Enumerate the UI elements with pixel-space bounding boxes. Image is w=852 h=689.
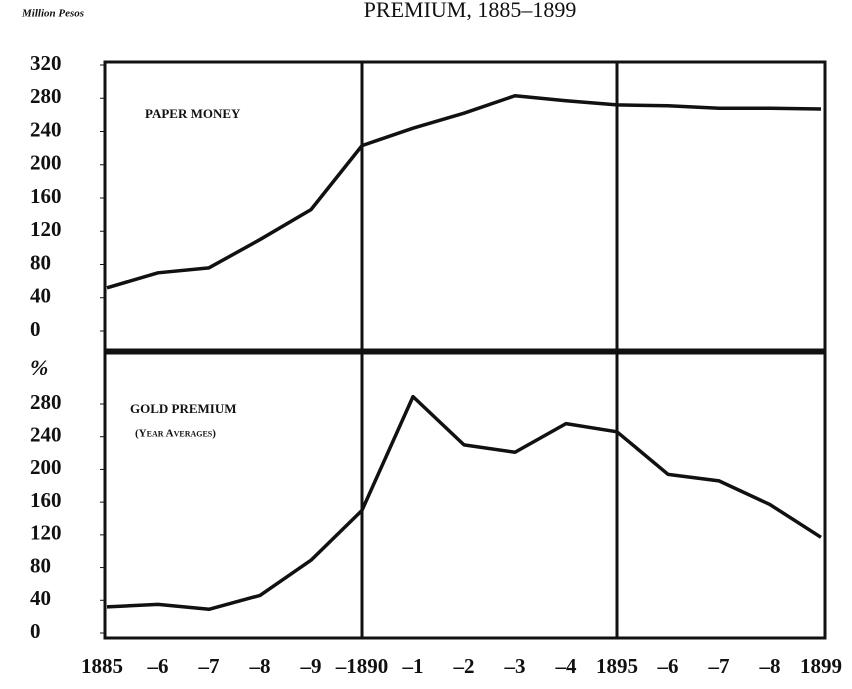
x-tick-label: 1885 <box>81 654 123 678</box>
x-tick-label: –6 <box>147 654 169 678</box>
y-axis-label: Million Pesos <box>21 8 84 20</box>
chart-title: PREMIUM, 1885–1899 <box>364 0 577 22</box>
y-tick-label: 160 <box>30 184 62 208</box>
x-tick-label: –1890 <box>335 654 389 678</box>
x-tick-label: –4 <box>555 654 578 678</box>
annotation: GOLD PREMIUM <box>130 401 237 416</box>
y-tick-label: 200 <box>30 151 62 175</box>
y-tick-label: 280 <box>30 390 62 414</box>
annotation: PAPER MONEY <box>145 106 241 121</box>
x-tick-label: 1899 <box>800 654 842 678</box>
y-tick-label: 240 <box>30 423 62 447</box>
y-tick-label: 0 <box>30 619 41 643</box>
x-tick-label: –3 <box>504 654 526 678</box>
y-tick-label: 320 <box>30 51 62 75</box>
panel-frame <box>103 60 827 352</box>
x-tick-label: –9 <box>300 654 322 678</box>
x-tick-label: –2 <box>453 654 475 678</box>
y-tick-label: 120 <box>30 521 62 545</box>
y-tick-label: 40 <box>30 586 51 610</box>
y-tick-label: 200 <box>30 455 62 479</box>
x-tick-label: –6 <box>657 654 679 678</box>
x-tick-label: 1895 <box>596 654 638 678</box>
y-tick-label: 80 <box>30 250 51 274</box>
x-tick-label: –8 <box>759 654 781 678</box>
data-line <box>106 394 822 612</box>
x-tick-label: –8 <box>249 654 271 678</box>
y-tick-label: 160 <box>30 488 62 512</box>
x-tick-label: –1 <box>402 654 424 678</box>
y-tick-label: 240 <box>30 117 62 141</box>
panel-frame <box>103 351 827 640</box>
x-tick-label: –7 <box>708 654 730 678</box>
y-tick-label: 120 <box>30 217 62 241</box>
y-axis-label: % <box>30 355 48 380</box>
x-tick-label: –7 <box>198 654 220 678</box>
annotation: (Year Averages) <box>135 428 216 440</box>
y-tick-label: 280 <box>30 84 62 108</box>
y-tick-label: 40 <box>30 284 51 308</box>
y-tick-label: 0 <box>30 317 41 341</box>
y-tick-label: 80 <box>30 553 51 577</box>
data-line <box>106 94 822 290</box>
